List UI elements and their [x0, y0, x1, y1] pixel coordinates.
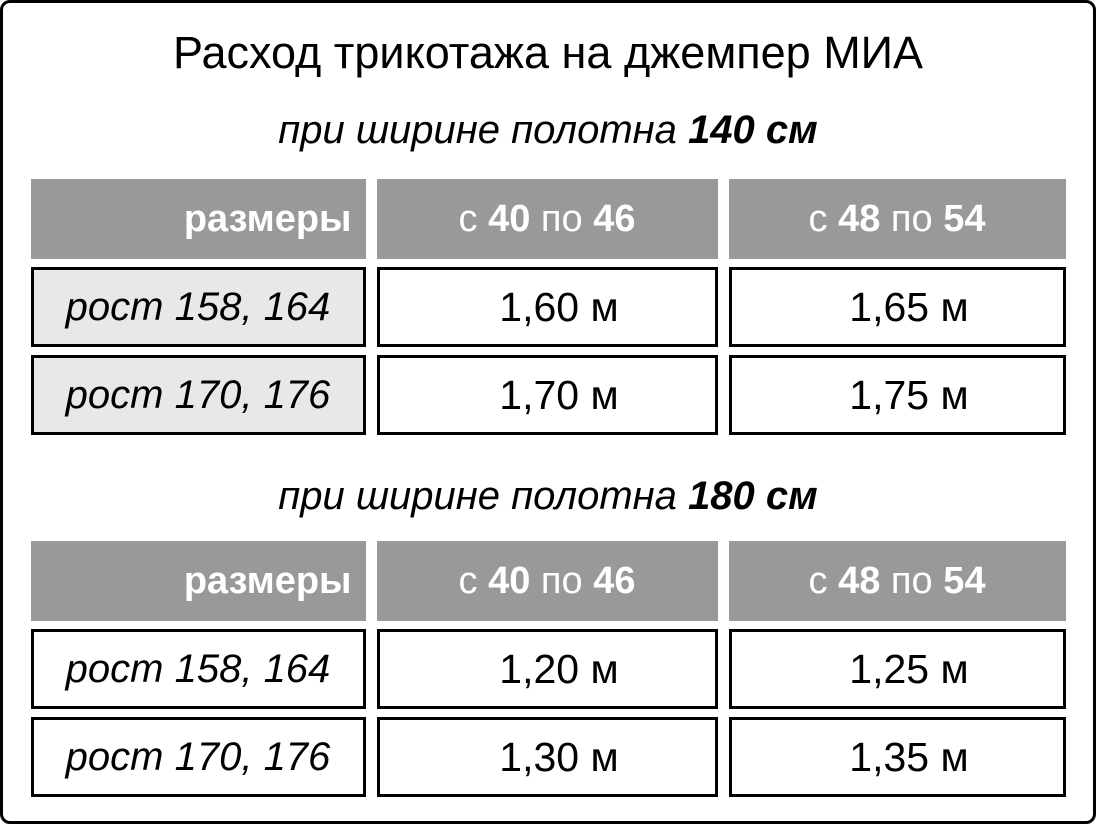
value-cell: 1,25 м — [728, 628, 1066, 709]
header-cell-sizes: размеры — [30, 178, 366, 259]
value-cell: 1,60 м — [376, 266, 718, 347]
range-to-size: 54 — [943, 197, 986, 240]
fabric-table-180: размеры с 40 по 46 с 48 по 54 рост 158, … — [30, 540, 1066, 797]
header-cell-range-40-46: с 40 по 46 — [376, 178, 718, 259]
range-word: с — [458, 197, 478, 240]
row-label-height-170-176: рост 170, 176 — [30, 354, 366, 435]
value-cell: 1,20 м — [376, 628, 718, 709]
table-caption-180: при ширине полотна 180 см — [3, 473, 1093, 519]
header-cell-range-48-54: с 48 по 54 — [728, 178, 1066, 259]
value-cell: 1,30 м — [376, 716, 718, 797]
row-label-height-170-176: рост 170, 176 — [30, 716, 366, 797]
range-word: по — [890, 559, 933, 602]
range-from-size: 48 — [838, 559, 881, 602]
range-word: по — [890, 197, 933, 240]
range-from-size: 48 — [838, 197, 881, 240]
header-cell-sizes: размеры — [30, 540, 366, 621]
range-word: с — [808, 197, 828, 240]
page-title: Расход трикотажа на джемпер МИА — [172, 27, 924, 78]
fabric-table-140: размеры с 40 по 46 с 48 по 54 рост 158, … — [30, 178, 1066, 435]
caption-text: при ширине полотна — [278, 473, 677, 518]
range-word: по — [540, 197, 583, 240]
row-label-height-158-164: рост 158, 164 — [30, 266, 366, 347]
range-word: с — [458, 559, 478, 602]
value-cell: 1,75 м — [728, 354, 1066, 435]
caption-width-value: 180 см — [688, 473, 818, 518]
range-word: по — [540, 559, 583, 602]
range-from-size: 40 — [488, 559, 531, 602]
value-cell: 1,35 м — [728, 716, 1066, 797]
header-cell-range-40-46: с 40 по 46 — [376, 540, 718, 621]
caption-text: при ширине полотна — [278, 107, 677, 152]
range-from-size: 40 — [488, 197, 531, 240]
range-to-size: 46 — [593, 197, 636, 240]
range-word: с — [808, 559, 828, 602]
row-label-height-158-164: рост 158, 164 — [30, 628, 366, 709]
header-cell-range-48-54: с 48 по 54 — [728, 540, 1066, 621]
range-to-size: 46 — [593, 559, 636, 602]
table-caption-140: при ширине полотна 140 см — [3, 107, 1093, 153]
caption-width-value: 140 см — [688, 107, 818, 152]
range-to-size: 54 — [943, 559, 986, 602]
value-cell: 1,65 м — [728, 266, 1066, 347]
value-cell: 1,70 м — [376, 354, 718, 435]
